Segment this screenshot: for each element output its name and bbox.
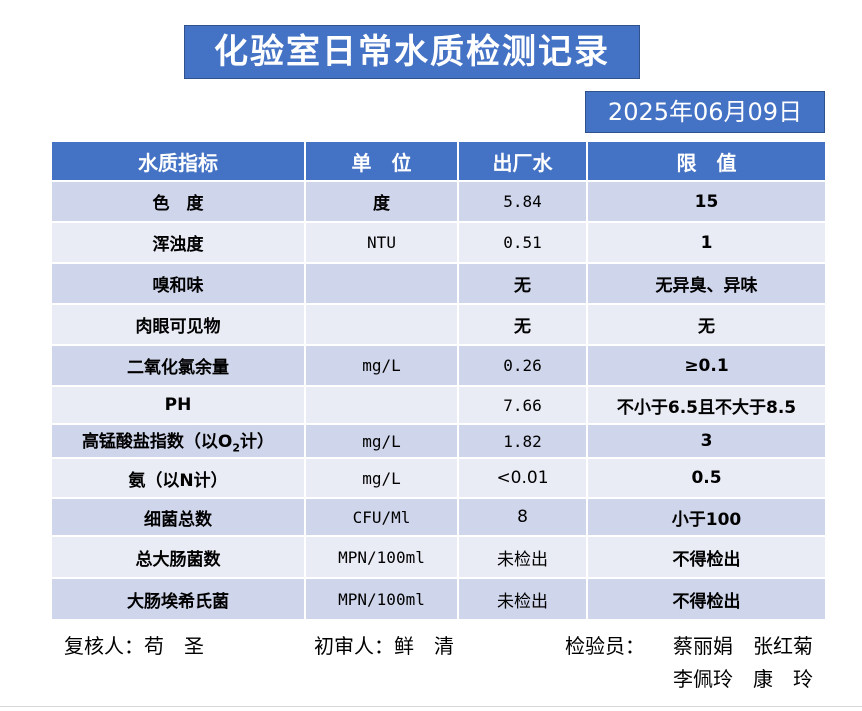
unit-cell: 度 (304, 180, 459, 223)
limit-cell: 无异臭、异味 (586, 262, 827, 305)
value-cell: 未检出 (457, 535, 588, 579)
header-unit: 单 位 (304, 140, 459, 182)
indicator-cell: 氨（以N计） (50, 457, 306, 499)
limit-cell: ≥0.1 (586, 344, 827, 387)
table-row: 二氧化氯余量 mg/L 0.26 ≥0.1 (50, 344, 827, 387)
table-row: 浑浊度 NTU 0.51 1 (50, 221, 827, 264)
inspectors-line-1: 蔡丽娟 张红菊 (673, 634, 813, 658)
indicator-cell: 高锰酸盐指数（以O2计） (50, 423, 306, 459)
unit-cell: MPN/100ml (304, 535, 459, 579)
value-cell: 无 (457, 303, 588, 346)
indicator-cell: 细菌总数 (50, 497, 306, 537)
value-cell: <0.01 (457, 457, 588, 499)
inspector-label: 检验员： (565, 634, 645, 658)
record-date: 2025年06月09日 (585, 91, 825, 133)
indicator-cell: 浑浊度 (50, 221, 306, 264)
indicator-text-end: 计） (240, 432, 275, 453)
value-cell: 未检出 (457, 577, 588, 621)
bottom-divider (0, 706, 862, 707)
limit-cell: 小于100 (586, 497, 827, 537)
indicator-cell: 嗅和味 (50, 262, 306, 305)
header-limit: 限 值 (586, 140, 827, 182)
unit-cell (304, 385, 459, 425)
table-row: 细菌总数 CFU/Ml 8 小于100 (50, 497, 827, 537)
reviewer-signature: 复核人：苟 圣 (64, 634, 204, 658)
table-row: 大肠埃希氏菌 MPN/100ml 未检出 不得检出 (50, 577, 827, 621)
table-row: PH 7.66 不小于6.5且不大于8.5 (50, 385, 827, 425)
limit-cell: 3 (586, 423, 827, 459)
value-cell: 0.51 (457, 221, 588, 264)
value-cell: 0.26 (457, 344, 588, 387)
page-title: 化验室日常水质检测记录 (184, 25, 640, 79)
table-row: 色 度 度 5.84 15 (50, 180, 827, 223)
unit-cell: MPN/100ml (304, 577, 459, 621)
table-header-row: 水质指标 单 位 出厂水 限 值 (50, 140, 827, 182)
limit-cell: 不小于6.5且不大于8.5 (586, 385, 827, 425)
table-row: 肉眼可见物 无 无 (50, 303, 827, 346)
value-cell: 1.82 (457, 423, 588, 459)
value-cell: 5.84 (457, 180, 588, 223)
indicator-cell: 肉眼可见物 (50, 303, 306, 346)
subscript-2: 2 (232, 441, 241, 455)
limit-cell: 不得检出 (586, 535, 827, 579)
value-cell: 8 (457, 497, 588, 537)
indicator-cell: 二氧化氯余量 (50, 344, 306, 387)
first-reviewer-signature: 初审人：鲜 清 (314, 634, 454, 658)
water-quality-table: 水质指标 单 位 出厂水 限 值 色 度 度 5.84 15 浑浊度 NTU 0… (50, 140, 827, 621)
table-row: 嗅和味 无 无异臭、异味 (50, 262, 827, 305)
unit-cell: mg/L (304, 344, 459, 387)
unit-cell (304, 262, 459, 305)
header-indicator: 水质指标 (50, 140, 306, 182)
limit-cell: 无 (586, 303, 827, 346)
unit-cell: CFU/Ml (304, 497, 459, 537)
inspectors-line-2: 李佩玲 康 玲 (673, 667, 813, 691)
indicator-cell: 大肠埃希氏菌 (50, 577, 306, 621)
limit-cell: 15 (586, 180, 827, 223)
limit-cell: 1 (586, 221, 827, 264)
value-cell: 7.66 (457, 385, 588, 425)
unit-cell (304, 303, 459, 346)
table-row: 氨（以N计） mg/L <0.01 0.5 (50, 457, 827, 499)
limit-cell: 0.5 (586, 457, 827, 499)
indicator-cell: 色 度 (50, 180, 306, 223)
unit-cell: NTU (304, 221, 459, 264)
table-row: 总大肠菌数 MPN/100ml 未检出 不得检出 (50, 535, 827, 579)
unit-cell: mg/L (304, 457, 459, 499)
indicator-text: 高锰酸盐指数（以O (81, 432, 233, 453)
unit-cell: mg/L (304, 423, 459, 459)
table-row: 高锰酸盐指数（以O2计） mg/L 1.82 3 (50, 423, 827, 459)
indicator-cell: 总大肠菌数 (50, 535, 306, 579)
indicator-cell: PH (50, 385, 306, 425)
header-value: 出厂水 (457, 140, 588, 182)
value-cell: 无 (457, 262, 588, 305)
limit-cell: 不得检出 (586, 577, 827, 621)
